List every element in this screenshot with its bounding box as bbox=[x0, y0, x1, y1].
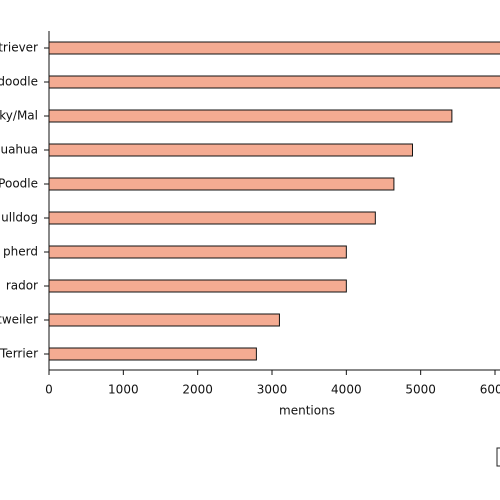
bar bbox=[48, 313, 280, 327]
x-tick-label: 4000 bbox=[331, 383, 362, 397]
y-tick-label: ky/Mal bbox=[0, 109, 38, 123]
y-tick-label: doodle bbox=[0, 75, 38, 89]
y-tick-label: Poodle bbox=[0, 177, 38, 191]
x-tick-label: 0 bbox=[45, 383, 53, 397]
legend-box bbox=[496, 447, 500, 467]
bar bbox=[48, 211, 376, 225]
y-tick-label: pherd bbox=[3, 245, 38, 259]
bar bbox=[48, 109, 453, 123]
x-tick-label: 3000 bbox=[257, 383, 288, 397]
y-tick-label: triever bbox=[0, 41, 38, 55]
x-tick-label: 2000 bbox=[182, 383, 213, 397]
bar bbox=[48, 41, 500, 55]
y-tick-label: rador bbox=[6, 279, 38, 293]
y-tick-label: uahua bbox=[0, 143, 38, 157]
bar bbox=[48, 279, 347, 293]
x-tick-label: 6000 bbox=[480, 383, 500, 397]
bar bbox=[48, 245, 347, 259]
bar bbox=[48, 347, 257, 361]
bar bbox=[48, 177, 395, 191]
y-tick-label: tweiler bbox=[0, 313, 38, 327]
x-axis-label: mentions bbox=[279, 404, 335, 418]
x-tick-label: 1000 bbox=[108, 383, 139, 397]
bar bbox=[48, 75, 500, 89]
y-tick-label: Terrier bbox=[0, 347, 38, 361]
y-tick-label: ulldog bbox=[1, 211, 38, 225]
x-tick-label: 5000 bbox=[405, 383, 436, 397]
bar bbox=[48, 143, 413, 157]
